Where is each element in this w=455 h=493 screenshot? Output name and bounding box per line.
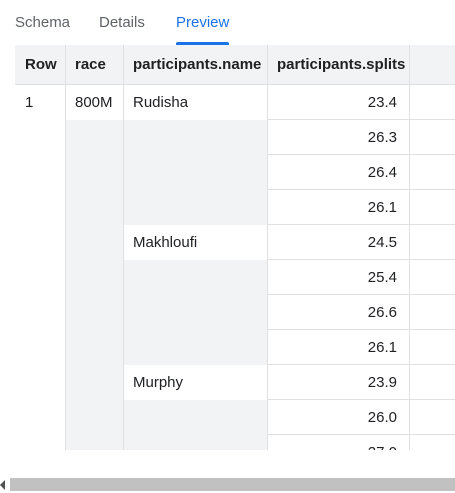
scroll-left-arrow-icon[interactable] xyxy=(0,480,5,490)
row-divider xyxy=(267,329,455,330)
participant-name-cell xyxy=(123,435,267,450)
row-divider xyxy=(267,364,455,365)
participant-name-cell xyxy=(123,120,267,155)
column-header-race: race xyxy=(65,45,123,85)
row-divider xyxy=(267,154,455,155)
participant-name-cell: Makhloufi xyxy=(123,225,267,260)
header-divider xyxy=(15,84,455,85)
participant-name-cell: Rudisha xyxy=(123,85,267,120)
race-cell xyxy=(65,120,123,155)
row-divider xyxy=(267,224,455,225)
column-header-participants-splits: participants.splits xyxy=(267,45,410,85)
participant-split-cell: 23.4 xyxy=(267,85,410,120)
table-header-row: Row race participants.name participants.… xyxy=(15,45,455,85)
row-divider xyxy=(267,434,455,435)
table-row: 26.4 xyxy=(15,155,455,190)
participant-name-cell xyxy=(123,330,267,365)
race-cell xyxy=(65,295,123,330)
participant-split-cell: 24.5 xyxy=(267,225,410,260)
table-row: 25.4 xyxy=(15,260,455,295)
participant-split-cell: 26.6 xyxy=(267,295,410,330)
tab-preview[interactable]: Preview xyxy=(176,14,230,31)
row-divider xyxy=(267,189,455,190)
table-row: 26.1 xyxy=(15,190,455,225)
race-cell xyxy=(65,330,123,365)
race-cell xyxy=(65,365,123,400)
row-divider xyxy=(267,119,455,120)
race-cell xyxy=(65,155,123,190)
participant-split-cell: 26.4 xyxy=(267,155,410,190)
scrollbar-thumb[interactable] xyxy=(10,478,455,491)
tab-schema[interactable]: Schema xyxy=(15,14,71,31)
table-row: 26.1 xyxy=(15,330,455,365)
participant-name-cell xyxy=(123,400,267,435)
participant-name-cell: Murphy xyxy=(123,365,267,400)
participant-split-cell: 26.0 xyxy=(267,400,410,435)
participant-name-cell xyxy=(123,260,267,295)
row-number-cell: 1 xyxy=(25,94,34,111)
table-row: 26.0 xyxy=(15,400,455,435)
tab-details[interactable]: Details xyxy=(99,14,145,31)
participant-name-cell xyxy=(123,155,267,190)
participant-split-cell: 26.1 xyxy=(267,330,410,365)
participant-split-cell: 25.4 xyxy=(267,260,410,295)
race-cell xyxy=(65,225,123,260)
race-cell xyxy=(65,400,123,435)
column-header-row: Row xyxy=(15,45,65,85)
column-header-participants-name: participants.name xyxy=(123,45,267,85)
race-cell: 800M xyxy=(65,85,123,120)
column-header-filler xyxy=(410,45,455,85)
table-row: Murphy 23.9 xyxy=(15,365,455,400)
table-row: 27.0 xyxy=(15,435,455,450)
table-row: 26.3 xyxy=(15,120,455,155)
participant-split-cell: 26.3 xyxy=(267,120,410,155)
participant-name-cell xyxy=(123,295,267,330)
race-cell xyxy=(65,190,123,225)
table-row: Makhloufi 24.5 xyxy=(15,225,455,260)
active-tab-indicator xyxy=(176,42,229,45)
race-cell xyxy=(65,260,123,295)
participant-split-cell: 23.9 xyxy=(267,365,410,400)
participant-split-cell: 27.0 xyxy=(267,435,410,450)
participant-split-cell: 26.1 xyxy=(267,190,410,225)
race-cell xyxy=(65,435,123,450)
horizontal-scrollbar[interactable] xyxy=(0,476,455,493)
tab-bar: Schema Details Preview xyxy=(0,0,455,46)
table-row: 1 800M Rudisha 23.4 xyxy=(15,85,455,120)
table-row: 26.6 xyxy=(15,295,455,330)
row-divider xyxy=(267,259,455,260)
row-divider xyxy=(267,399,455,400)
results-table: Row race participants.name participants.… xyxy=(15,45,455,450)
row-divider xyxy=(267,294,455,295)
participant-name-cell xyxy=(123,190,267,225)
